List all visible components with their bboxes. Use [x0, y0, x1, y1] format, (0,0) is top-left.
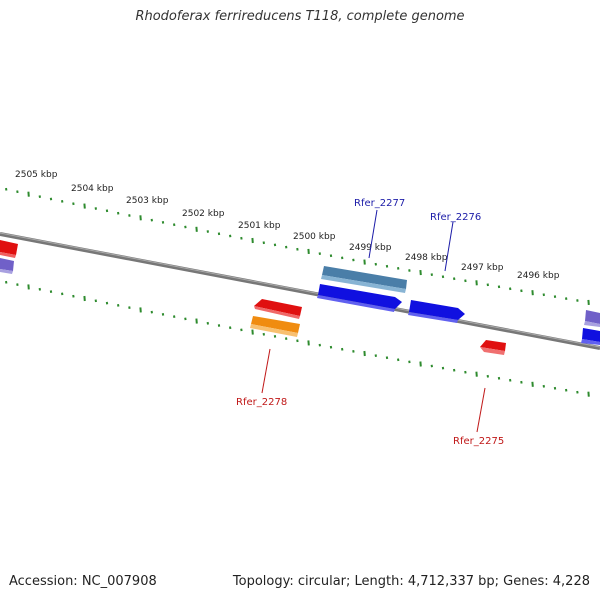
- scale-label-2496: 2496 kbp: [517, 271, 560, 281]
- leader-rfer-2277: [368, 209, 378, 259]
- gene-rfer-2276[interactable]: [408, 300, 465, 323]
- scale-label-2498: 2498 kbp: [405, 253, 448, 263]
- gene-right-blue[interactable]: [581, 328, 600, 345]
- scale-label-2504: 2504 kbp: [71, 184, 114, 194]
- scale-label-2502: 2502 kbp: [182, 209, 225, 219]
- scale-label-2500: 2500 kbp: [293, 232, 336, 242]
- gene-rfer-2278[interactable]: [250, 316, 300, 337]
- scale-label-2505: 2505 kbp: [15, 170, 58, 180]
- leader-rfer-2278: [261, 348, 271, 394]
- gene-left-red[interactable]: [0, 240, 18, 258]
- gene-left-purple[interactable]: [0, 258, 14, 274]
- leader-rfer-2276: [444, 221, 454, 272]
- label-rfer-2277[interactable]: Rfer_2277: [354, 198, 405, 209]
- outer-scale-ticks: [5, 187, 590, 305]
- accession-label: Accession: NC_007908: [9, 574, 157, 589]
- genome-backbone: [0, 232, 600, 350]
- map-title: Rhodoferax ferrireducens T118, complete …: [135, 9, 465, 24]
- backbone-highlight: [0, 232, 600, 348]
- gene-rfer-2275[interactable]: [480, 340, 506, 355]
- leader-rfer-2275: [476, 387, 486, 433]
- scale-label-2501: 2501 kbp: [238, 221, 281, 231]
- gene-rfer-2278-red[interactable]: [254, 299, 302, 319]
- inner-scale-ticks: [5, 280, 590, 397]
- gene-rfer-2277[interactable]: [321, 266, 407, 293]
- gene-rfer-2276-a[interactable]: [317, 284, 402, 312]
- genome-summary: Topology: circular; Length: 4,712,337 bp…: [232, 574, 590, 589]
- gene-right-purple[interactable]: [584, 310, 600, 327]
- scale-label-2503: 2503 kbp: [126, 196, 169, 206]
- label-rfer-2275[interactable]: Rfer_2275: [453, 436, 504, 447]
- label-rfer-2278[interactable]: Rfer_2278: [236, 397, 287, 408]
- scale-label-2497: 2497 kbp: [461, 263, 504, 273]
- label-rfer-2276[interactable]: Rfer_2276: [430, 212, 481, 223]
